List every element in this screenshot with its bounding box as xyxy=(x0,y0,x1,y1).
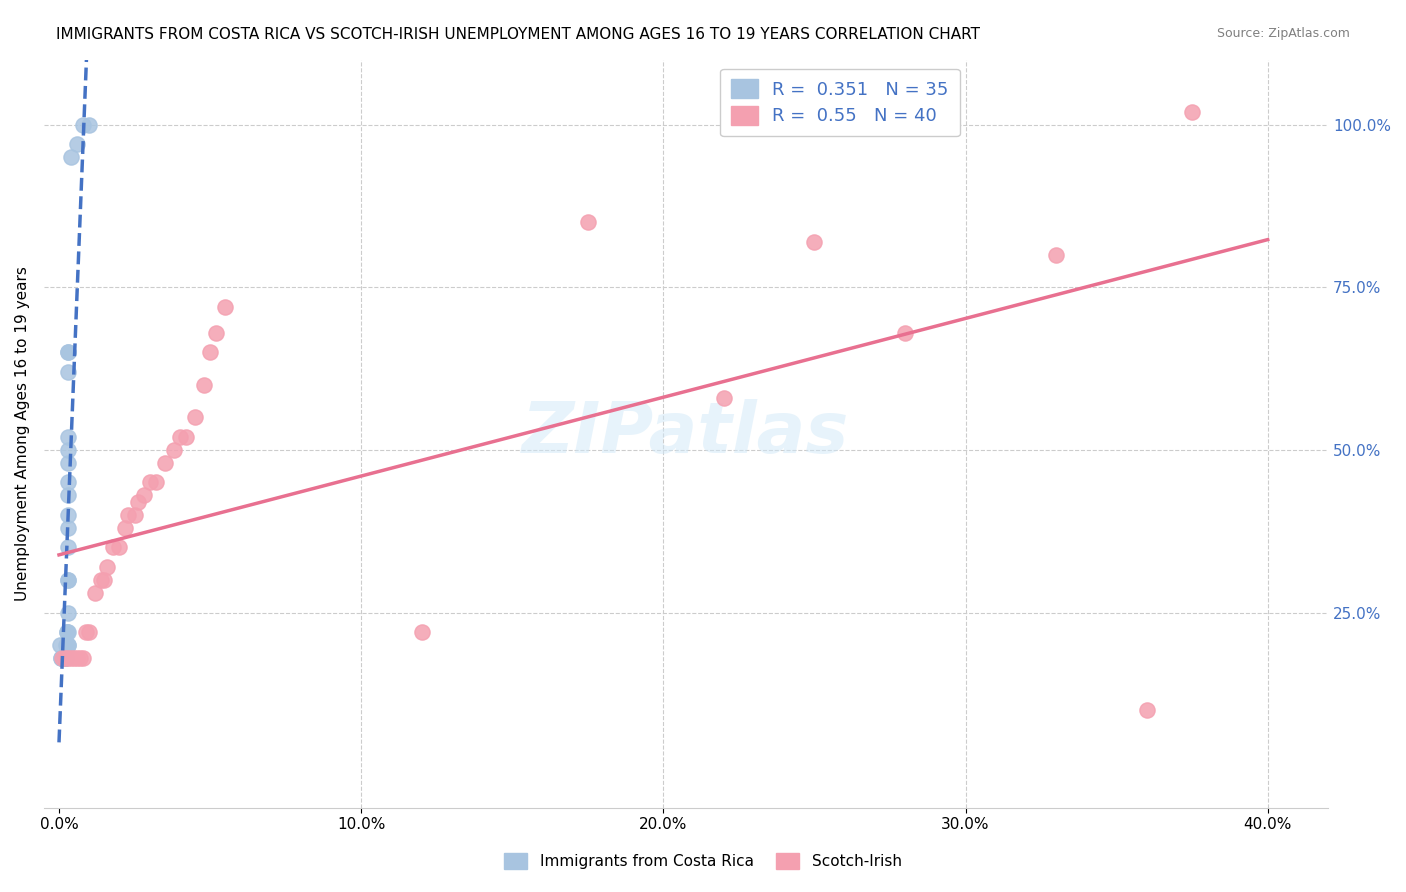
Point xyxy=(53,651,76,665)
Point xyxy=(48,638,70,652)
Legend: Immigrants from Costa Rica, Scotch-Irish: Immigrants from Costa Rica, Scotch-Irish xyxy=(498,847,908,875)
Point xyxy=(153,456,176,470)
Point xyxy=(77,118,100,132)
Point xyxy=(138,475,160,490)
Point xyxy=(55,651,77,665)
Point xyxy=(1045,248,1067,262)
Point xyxy=(411,625,433,640)
Point xyxy=(53,651,76,665)
Point xyxy=(90,573,112,587)
Point xyxy=(108,541,131,555)
Point xyxy=(174,430,197,444)
Point xyxy=(60,651,83,665)
Point xyxy=(56,521,79,535)
Point xyxy=(55,638,77,652)
Point xyxy=(713,391,735,405)
Point xyxy=(55,625,77,640)
Point xyxy=(56,475,79,490)
Point xyxy=(169,430,191,444)
Point xyxy=(56,638,79,652)
Text: ZIPatlas: ZIPatlas xyxy=(522,399,849,468)
Point xyxy=(576,215,599,229)
Point xyxy=(214,300,236,314)
Point xyxy=(55,625,77,640)
Point xyxy=(124,508,146,522)
Point xyxy=(53,651,76,665)
Point xyxy=(66,651,89,665)
Point xyxy=(56,345,79,359)
Point xyxy=(84,586,107,600)
Point xyxy=(127,495,149,509)
Point xyxy=(56,573,79,587)
Point xyxy=(56,625,79,640)
Point xyxy=(52,651,75,665)
Point xyxy=(72,651,94,665)
Point xyxy=(803,235,825,249)
Point xyxy=(103,541,125,555)
Point xyxy=(56,541,79,555)
Point xyxy=(163,442,186,457)
Point xyxy=(1136,703,1159,717)
Point xyxy=(66,137,89,152)
Point xyxy=(63,651,86,665)
Point xyxy=(56,365,79,379)
Point xyxy=(96,560,118,574)
Point xyxy=(75,625,97,640)
Point xyxy=(56,573,79,587)
Point xyxy=(56,508,79,522)
Point xyxy=(51,651,73,665)
Point xyxy=(52,651,75,665)
Point xyxy=(72,118,94,132)
Point xyxy=(145,475,167,490)
Point xyxy=(51,651,73,665)
Point xyxy=(69,651,91,665)
Point xyxy=(56,638,79,652)
Point xyxy=(56,651,79,665)
Text: IMMIGRANTS FROM COSTA RICA VS SCOTCH-IRISH UNEMPLOYMENT AMONG AGES 16 TO 19 YEAR: IMMIGRANTS FROM COSTA RICA VS SCOTCH-IRI… xyxy=(56,27,980,42)
Point xyxy=(184,410,207,425)
Point xyxy=(198,345,221,359)
Point xyxy=(56,430,79,444)
Point xyxy=(51,651,73,665)
Point xyxy=(56,606,79,620)
Point xyxy=(56,456,79,470)
Text: Source: ZipAtlas.com: Source: ZipAtlas.com xyxy=(1216,27,1350,40)
Y-axis label: Unemployment Among Ages 16 to 19 years: Unemployment Among Ages 16 to 19 years xyxy=(15,266,30,601)
Point xyxy=(60,150,83,164)
Point xyxy=(51,651,73,665)
Point xyxy=(93,573,115,587)
Point xyxy=(77,625,100,640)
Point xyxy=(56,442,79,457)
Point xyxy=(52,651,75,665)
Point xyxy=(114,521,136,535)
Point xyxy=(205,326,228,340)
Point xyxy=(1181,104,1204,119)
Point xyxy=(53,651,76,665)
Point xyxy=(56,345,79,359)
Point xyxy=(193,377,215,392)
Point xyxy=(56,488,79,502)
Legend: R =  0.351   N = 35, R =  0.55   N = 40: R = 0.351 N = 35, R = 0.55 N = 40 xyxy=(720,69,959,136)
Point xyxy=(132,488,155,502)
Point xyxy=(117,508,139,522)
Point xyxy=(894,326,917,340)
